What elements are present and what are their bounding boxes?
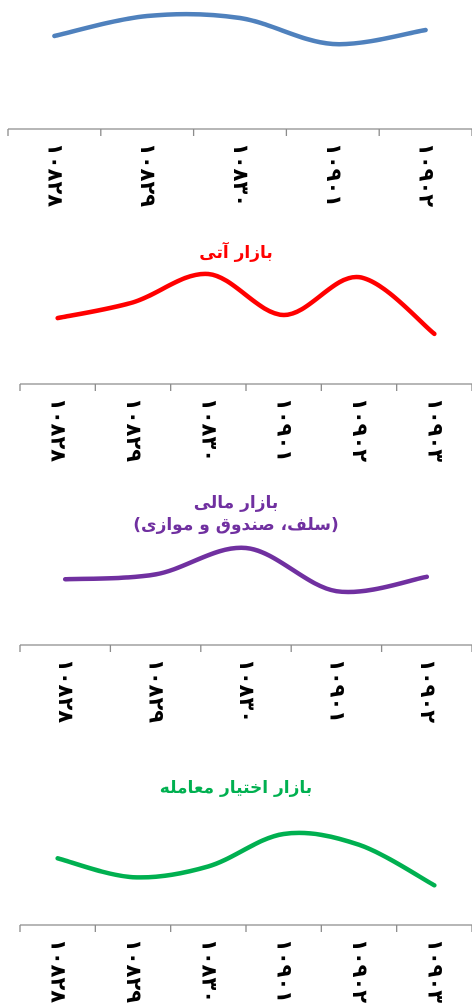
chart-4-tick-label: ۱۰۹۰۲ — [348, 939, 372, 1003]
chart-1-tick-label: ۱۰۸۲۹ — [136, 143, 160, 207]
chart-1-tick-label: ۱۰۸۲۸ — [43, 143, 67, 207]
chart-3-tick-label: ۱۰۹۰۲ — [416, 659, 440, 723]
chart-1: ۱۰۸۲۸ ۱۰۸۲۹ ۱۰۸۳۰ ۱۰۹۰۱ ۱۰۹۰۲ — [7, 11, 472, 207]
chart-2-tick-label: ۱۰۹۰۳ — [423, 398, 447, 462]
chart-4: بازار اختیار معامله ۱۰۸۲۸ ۱۰۸۲۹ ۱۰۸۳۰ ۱۰۹۰۱ ۱… — [19, 778, 472, 1003]
chart-1-tick-label: ۱۰۹۰۱ — [322, 143, 346, 207]
chart-1-tick-label: ۱۰۹۰۲ — [415, 143, 439, 207]
chart-4-tick-label: ۱۰۹۰۳ — [423, 939, 447, 1003]
chart-4-tick-label: ۱۰۸۳۰ — [197, 939, 221, 1003]
chart-1-series-line — [52, 11, 428, 47]
chart-3-tick-label: ۱۰۸۳۰ — [235, 659, 259, 723]
chart-2: بازار آتی ۱۰۸۲۸ ۱۰۸۲۹ ۱۰۸۳۰ ۱۰۹۰۱ ۱۰۹۰۲ ۱۰۹۰۳ — [19, 241, 472, 462]
chart-2-tick-label: ۱۰۸۲۸ — [47, 398, 71, 462]
chart-1-tick-label: ۱۰۸۳۰ — [229, 143, 253, 207]
chart-3-title-line-2: (سلف، صندوق و موازی) — [133, 515, 339, 535]
chart-3-tick-label: ۱۰۹۰۱ — [325, 659, 349, 723]
chart-3-tick-label: ۱۰۸۲۸ — [54, 659, 78, 723]
chart-2-series-line — [55, 271, 437, 337]
chart-3-tick-label: ۱۰۸۲۹ — [145, 659, 169, 723]
chart-4-series-line — [55, 830, 437, 888]
chart-4-title-line-1: بازار اختیار معامله — [160, 778, 312, 798]
chart-4-tick-label: ۱۰۸۲۹ — [122, 939, 146, 1003]
chart-3-title-line-1: بازار مالی — [194, 493, 279, 513]
chart-3: بازار مالی(سلف، صندوق و موازی) ۱۰۸۲۸ ۱۰۸۲۹… — [19, 493, 472, 723]
chart-4-tick-label: ۱۰۹۰۱ — [273, 939, 297, 1003]
chart-4-tick-label: ۱۰۸۲۸ — [47, 939, 71, 1003]
chart-2-tick-label: ۱۰۹۰۲ — [348, 398, 372, 462]
chart-3-series-line — [62, 545, 430, 595]
chart-2-tick-label: ۱۰۹۰۱ — [273, 398, 297, 462]
chart-2-tick-label: ۱۰۸۲۹ — [122, 398, 146, 462]
chart-2-tick-label: ۱۰۸۳۰ — [197, 398, 221, 462]
chart-2-title-line-1: بازار آتی — [199, 241, 273, 263]
